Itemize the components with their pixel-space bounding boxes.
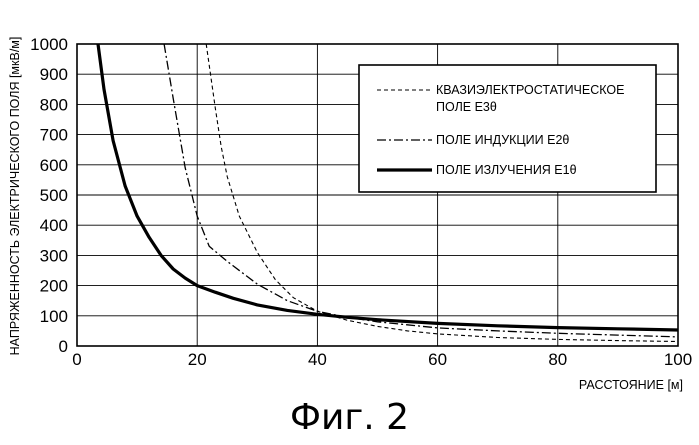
figure-caption: Фиг. 2	[0, 396, 699, 440]
y-tick-label: 200	[40, 277, 68, 296]
chart: 0 100 200 300 400 500 600 700 800 900 1000 0 20 40 60…	[0, 0, 699, 400]
y-tick-label: 800	[40, 95, 68, 114]
x-tick-label: 60	[428, 350, 447, 369]
y-tick-label: 1000	[30, 35, 68, 54]
x-tick-label: 20	[188, 350, 207, 369]
y-tick-label: 600	[40, 156, 68, 175]
y-tick-label: 300	[40, 246, 68, 265]
y-axis-title: НАПРЯЖЕННОСТЬ ЭЛЕКТРИЧЕСКОГО ПОЛЯ [мкВ/м…	[8, 37, 22, 356]
x-tick-label: 100	[664, 350, 692, 369]
legend-label-e2: ПОЛЕ ИНДУКЦИИ E2θ	[436, 133, 569, 147]
legend-label-e3-line1: КВАЗИЭЛЕКТРОСТАТИЧЕСКОЕ	[436, 83, 624, 97]
y-tick-label: 700	[40, 126, 68, 145]
y-tick-labels: 0 100 200 300 400 500 600 700 800 900 1000	[30, 35, 68, 356]
x-tick-label: 40	[308, 350, 327, 369]
y-tick-label: 0	[59, 337, 68, 356]
x-tick-label: 0	[72, 350, 81, 369]
y-tick-label: 900	[40, 65, 68, 84]
legend-label-e1: ПОЛЕ ИЗЛУЧЕНИЯ E1θ	[436, 163, 577, 177]
legend: КВАЗИЭЛЕКТРОСТАТИЧЕСКОЕ ПОЛЕ E3θ ПОЛЕ ИН…	[359, 65, 656, 192]
x-tick-label: 80	[548, 350, 567, 369]
y-tick-label: 100	[40, 307, 68, 326]
y-tick-label: 500	[40, 186, 68, 205]
x-tick-labels: 0 20 40 60 80 100	[72, 350, 692, 369]
x-axis-title: РАССТОЯНИЕ [м]	[579, 378, 683, 392]
legend-label-e3-line2: ПОЛЕ E3θ	[436, 100, 497, 114]
y-tick-label: 400	[40, 216, 68, 235]
